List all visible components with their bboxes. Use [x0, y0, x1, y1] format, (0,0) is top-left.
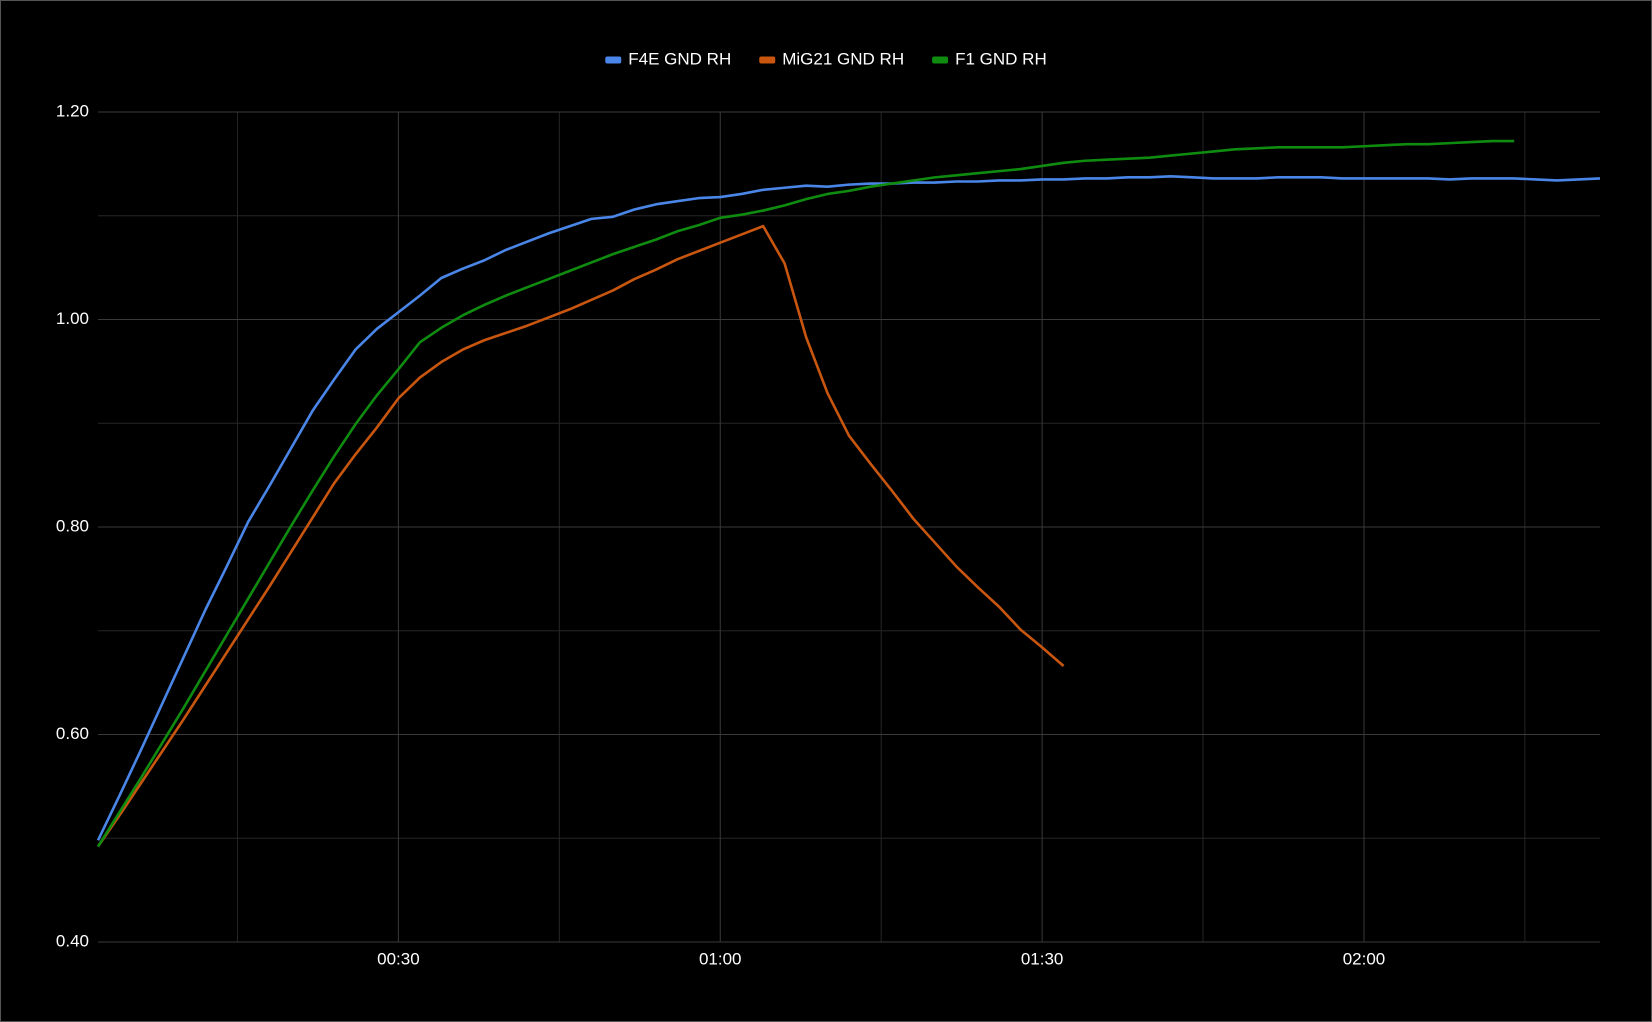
- x-tick-label: 00:30: [377, 949, 420, 968]
- y-tick-label: 0.60: [56, 724, 89, 743]
- x-tick-label: 02:00: [1343, 949, 1386, 968]
- legend-swatch: [932, 56, 949, 64]
- y-tick-label: 0.40: [56, 931, 89, 950]
- y-tick-label: 1.00: [56, 309, 89, 328]
- legend-label: MiG21 GND RH: [782, 49, 904, 68]
- y-tick-label: 0.80: [56, 516, 89, 535]
- y-tick-label: 1.20: [56, 101, 89, 120]
- x-tick-label: 01:00: [699, 949, 742, 968]
- legend-label: F1 GND RH: [955, 49, 1047, 68]
- legend-label: F4E GND RH: [628, 49, 731, 68]
- series-line: [96, 139, 1515, 848]
- legend-swatch: [605, 56, 622, 64]
- series-line: [96, 224, 1065, 848]
- legend: F4E GND RH MiG21 GND RH F1 GND RH: [605, 49, 1047, 68]
- series-line: [96, 175, 1601, 841]
- legend-swatch: [759, 56, 776, 64]
- x-tick-label: 01:30: [1021, 949, 1064, 968]
